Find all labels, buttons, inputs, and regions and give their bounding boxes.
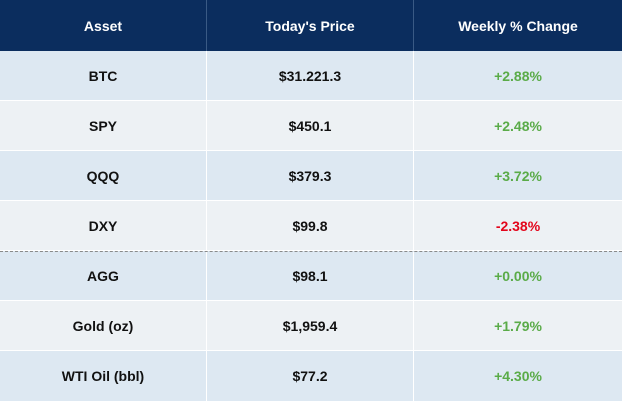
change-cell: +2.48% xyxy=(494,117,542,134)
header-weekly-change: Weekly % Change xyxy=(458,17,578,34)
table-row: AGG $98.1 +0.00% xyxy=(0,251,622,301)
price-cell: $450.1 xyxy=(207,101,414,150)
change-cell: +0.00% xyxy=(494,268,542,284)
asset-cell: Gold (oz) xyxy=(0,301,207,350)
table-row: QQQ $379.3 +3.72% xyxy=(0,151,622,201)
price-cell: $77.2 xyxy=(207,351,414,401)
table-row: BTC $31.221.3 +2.88% xyxy=(0,51,622,101)
asset-cell: QQQ xyxy=(0,151,207,200)
price-cell: $98.1 xyxy=(207,252,414,300)
asset-cell: WTI Oil (bbl) xyxy=(0,351,207,401)
table-row: DXY $99.8 -2.38% xyxy=(0,201,622,251)
price-cell: $31.221.3 xyxy=(207,51,414,100)
table-row: SPY $450.1 +2.48% xyxy=(0,101,622,151)
asset-cell: SPY xyxy=(0,101,207,150)
asset-cell: BTC xyxy=(0,51,207,100)
asset-cell: DXY xyxy=(0,201,207,250)
change-cell: +3.72% xyxy=(494,167,542,184)
table-header-row: Asset Today's Price Weekly % Change xyxy=(0,0,622,51)
table-row: WTI Oil (bbl) $77.2 +4.30% xyxy=(0,351,622,401)
header-todays-price: Today's Price xyxy=(207,0,414,51)
price-cell: $379.3 xyxy=(207,151,414,200)
change-cell: +4.30% xyxy=(494,368,542,384)
change-cell: -2.38% xyxy=(495,217,541,234)
change-cell: +1.79% xyxy=(494,317,542,334)
price-cell: $1,959.4 xyxy=(207,301,414,350)
asset-cell: AGG xyxy=(0,252,207,300)
table-row: Gold (oz) $1,959.4 +1.79% xyxy=(0,301,622,351)
change-cell: +2.88% xyxy=(494,67,542,84)
header-asset: Asset xyxy=(0,0,207,51)
price-cell: $99.8 xyxy=(207,201,414,250)
